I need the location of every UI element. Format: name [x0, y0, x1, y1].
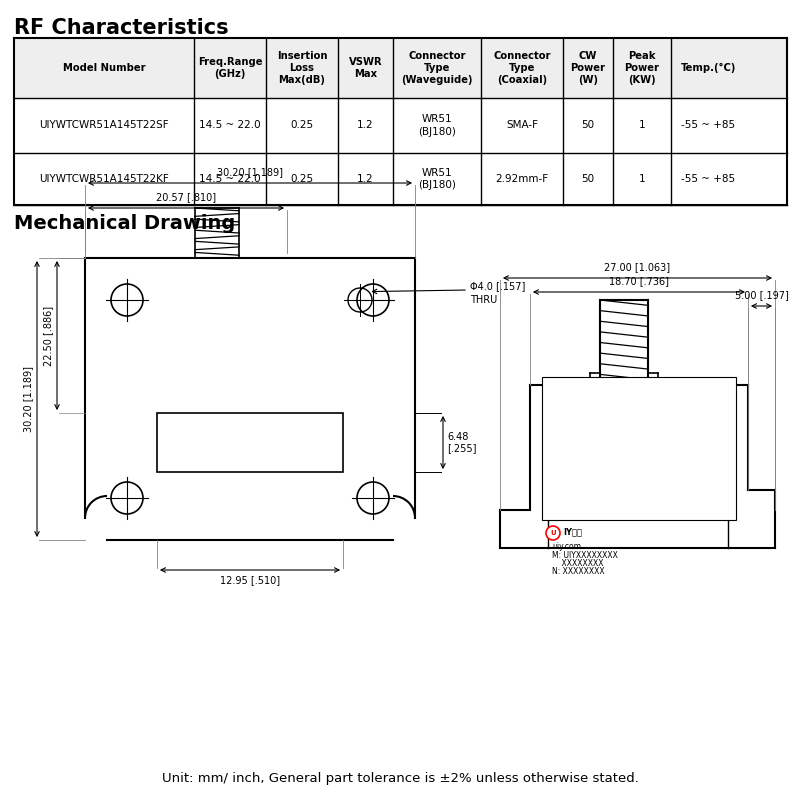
- Text: 1: 1: [638, 121, 646, 130]
- Text: uiy.com: uiy.com: [552, 542, 581, 551]
- Text: IY优测: IY优测: [563, 527, 582, 537]
- Text: SMA-F: SMA-F: [506, 121, 538, 130]
- Text: N: XXXXXXXX: N: XXXXXXXX: [552, 567, 605, 576]
- Text: 22.50 [.886]: 22.50 [.886]: [43, 306, 53, 366]
- Text: Model Number: Model Number: [62, 63, 146, 73]
- Text: Connector
Type
(Coaxial): Connector Type (Coaxial): [494, 51, 550, 85]
- Text: UIYWTCWR51A145T22KF: UIYWTCWR51A145T22KF: [39, 174, 169, 184]
- Circle shape: [546, 526, 560, 540]
- Text: 1: 1: [638, 174, 646, 184]
- Text: 2.92mm-F: 2.92mm-F: [495, 174, 549, 184]
- Text: RF Characteristics: RF Characteristics: [14, 18, 229, 38]
- Text: Connector
Type
(Waveguide): Connector Type (Waveguide): [402, 51, 473, 85]
- Text: THRU: THRU: [470, 295, 498, 305]
- Text: 5.00 [.197]: 5.00 [.197]: [734, 290, 789, 300]
- Text: Mechanical Drawing: Mechanical Drawing: [14, 214, 235, 233]
- Text: 0.25: 0.25: [290, 174, 314, 184]
- Text: Insertion
Loss
Max(dB): Insertion Loss Max(dB): [277, 51, 327, 85]
- Text: -55 ~ +85: -55 ~ +85: [682, 174, 735, 184]
- Text: 30.20 [1.189]: 30.20 [1.189]: [23, 366, 33, 432]
- Text: M: UIYXXXXXXXX: M: UIYXXXXXXXX: [552, 551, 618, 560]
- Text: 30.20 [1.189]: 30.20 [1.189]: [217, 167, 283, 177]
- Text: 1.2: 1.2: [357, 121, 374, 130]
- Text: U: U: [550, 530, 556, 536]
- Text: Φ4.0 [.157]: Φ4.0 [.157]: [470, 281, 526, 291]
- Text: WR51
(BJ180): WR51 (BJ180): [418, 168, 456, 190]
- Text: 14.5 ~ 22.0: 14.5 ~ 22.0: [199, 174, 261, 184]
- Text: Freq.Range
(GHz): Freq.Range (GHz): [198, 57, 262, 79]
- Text: Temp.(°C): Temp.(°C): [681, 63, 736, 73]
- Text: XXXXXXXX: XXXXXXXX: [552, 559, 603, 568]
- Text: 12.95 [.510]: 12.95 [.510]: [220, 575, 280, 585]
- Text: Unit: mm/ inch, General part tolerance is ±2% unless otherwise stated.: Unit: mm/ inch, General part tolerance i…: [162, 772, 638, 785]
- Text: 20.57 [.810]: 20.57 [.810]: [156, 192, 216, 202]
- Text: 18.70 [.736]: 18.70 [.736]: [609, 276, 669, 286]
- Text: Peak
Power
(KW): Peak Power (KW): [625, 51, 659, 85]
- Bar: [542, 377, 736, 520]
- Text: VSWR
Max: VSWR Max: [349, 57, 382, 79]
- Text: 50: 50: [582, 174, 594, 184]
- Text: 1.2: 1.2: [357, 174, 374, 184]
- Text: 0.25: 0.25: [290, 121, 314, 130]
- Text: 27.00 [1.063]: 27.00 [1.063]: [605, 262, 670, 272]
- Text: 6.48
[.255]: 6.48 [.255]: [447, 432, 477, 454]
- Text: 14.5 ~ 22.0: 14.5 ~ 22.0: [199, 121, 261, 130]
- Text: -55 ~ +85: -55 ~ +85: [682, 121, 735, 130]
- Text: 50: 50: [582, 121, 594, 130]
- Bar: [157, 413, 343, 472]
- Text: UIYWTCWR51A145T22SF: UIYWTCWR51A145T22SF: [39, 121, 169, 130]
- Bar: [14, 38, 787, 98]
- Text: WR51
(BJ180): WR51 (BJ180): [418, 114, 456, 137]
- Text: CW
Power
(W): CW Power (W): [570, 51, 606, 85]
